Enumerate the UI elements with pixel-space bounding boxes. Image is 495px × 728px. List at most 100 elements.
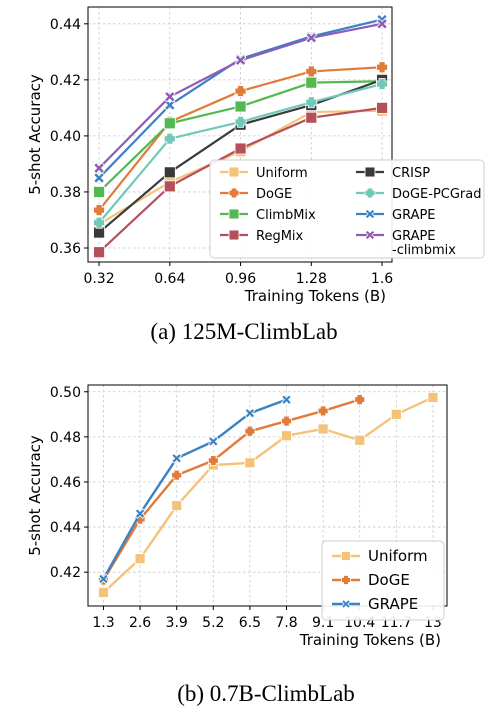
legend-entry-doge: DoGE <box>332 571 410 589</box>
legend-label: CRISP <box>392 166 430 181</box>
legend-box <box>209 159 485 259</box>
data-point <box>244 457 256 469</box>
legend-marker <box>228 208 240 220</box>
x-axis-label: Training Tokens (B) <box>244 287 386 305</box>
chart-0-7b-climblab: 1.3 2.6 3.9 5.2 6.5 7.8 9.1 10.4 11.7 130.420.440… <box>26 384 448 706</box>
legend-marker <box>228 187 240 199</box>
legend-entry-grape-climbmix: GRAPE -climbmix <box>356 229 456 258</box>
figure-caption: (b) 0.7B-ClimbLab <box>177 681 355 706</box>
legend-marker <box>364 208 376 220</box>
legend-label: DoGE <box>256 187 292 202</box>
series-line <box>102 398 287 580</box>
x-tick-label: 7.8 <box>275 615 297 631</box>
y-tick-label: 0.48 <box>50 430 81 446</box>
plot-frame <box>87 6 393 263</box>
legend-entry-doge: DoGE <box>220 187 292 202</box>
data-point <box>163 117 176 130</box>
legend-label: RegMix <box>256 229 304 244</box>
data-point <box>427 392 439 403</box>
series-doge-pcgrad <box>93 78 388 229</box>
series-doge <box>98 394 366 586</box>
y-tick-label: 0.36 <box>50 241 81 257</box>
y-tick-label: 0.42 <box>50 565 81 581</box>
data-point <box>234 142 247 155</box>
data-point <box>163 132 176 145</box>
legend-label: Uniform <box>256 166 308 181</box>
data-point <box>234 115 247 128</box>
data-point <box>171 452 183 464</box>
y-tick-label: 0.38 <box>50 185 81 201</box>
data-point <box>281 430 292 442</box>
legend-entry-uniform: Uniform <box>332 547 428 565</box>
legend-label: GRAPE <box>368 595 418 613</box>
y-tick-label: 0.40 <box>50 129 81 145</box>
legend-entry-climbmix: ClimbMix <box>220 208 316 223</box>
legend-label: ClimbMix <box>256 208 316 223</box>
legend-label: DoGE-PCGrad <box>392 187 482 202</box>
data-point <box>376 101 388 114</box>
x-tick-label: 0.32 <box>83 271 114 287</box>
y-tick-label: 0.44 <box>50 17 81 33</box>
data-point <box>354 394 366 406</box>
ticks: 0.32 0.64 0.96 1.28 1.6 0.36 0.38 0.40 0.42 0.44 <box>50 17 393 287</box>
data-point <box>164 99 176 111</box>
series-regmix <box>93 101 388 259</box>
legend-marker <box>228 229 240 241</box>
data-point <box>134 508 146 519</box>
legend-entry-grape: GRAPE <box>356 208 436 223</box>
data-point <box>93 204 105 217</box>
y-tick-label: 0.50 <box>50 385 81 401</box>
data-point <box>234 100 247 113</box>
data-point <box>317 405 329 417</box>
x-tick-label: 1.28 <box>296 271 327 287</box>
legend-label: Uniform <box>368 547 428 565</box>
data-point <box>305 32 318 44</box>
data-point <box>171 469 183 481</box>
legend-entry-regmix: RegMix <box>220 229 304 244</box>
data-point <box>234 54 247 67</box>
x-tick-label: 1.6 <box>371 271 393 287</box>
y-tick-label: 0.46 <box>50 475 81 491</box>
legend-marker <box>364 166 376 178</box>
chart-125m-climblab: 0.32 0.64 0.96 1.28 1.6 0.36 0.38 0.40 0.42 0.44 T… <box>26 6 485 344</box>
x-tick-label: 0.64 <box>154 271 185 287</box>
data-point <box>390 408 402 420</box>
x-axis-label: Training Tokens (B) <box>299 631 441 649</box>
legend: Uniform DoGE ClimbMix RegMix CRISP DoGE-PCGra… <box>209 159 485 259</box>
data-point <box>134 553 146 565</box>
data-point <box>93 162 105 174</box>
series-grape <box>98 394 292 585</box>
legend-entry-doge-pcgrad: DoGE-PCGrad <box>356 187 482 202</box>
legend-marker <box>341 575 351 585</box>
data-point <box>376 78 388 90</box>
legend-label: GRAPE -climbmix <box>392 229 456 258</box>
data-point <box>305 65 318 78</box>
legend-label: DoGE <box>368 571 410 589</box>
data-point <box>317 423 329 435</box>
series-line <box>102 398 361 581</box>
legend-marker <box>364 229 376 241</box>
y-axis-label: 5-shot Accuracy <box>26 435 44 556</box>
data-point <box>244 425 256 437</box>
data-point <box>354 434 366 446</box>
data-point <box>93 172 105 184</box>
data-point <box>234 85 247 97</box>
series-climbmix <box>93 75 388 198</box>
x-tick-label: 5.2 <box>202 615 224 631</box>
series-grape-climbmix <box>93 18 388 174</box>
x-tick-label: 2.6 <box>129 615 151 631</box>
legend-entry-grape: GRAPE <box>332 595 418 613</box>
legend-entry-crisp: CRISP <box>356 166 430 181</box>
data-point <box>305 111 318 124</box>
data-point <box>244 407 256 419</box>
data-point <box>207 436 219 447</box>
data-point <box>93 216 105 229</box>
x-tick-label: 6.5 <box>239 615 261 631</box>
series-line <box>102 396 434 594</box>
legend-marker <box>228 166 240 178</box>
series-uniform <box>98 392 439 598</box>
data-point <box>93 246 105 259</box>
figure-caption: (a) 125M-ClimbLab <box>150 319 337 344</box>
legend-label: GRAPE <box>392 208 436 223</box>
